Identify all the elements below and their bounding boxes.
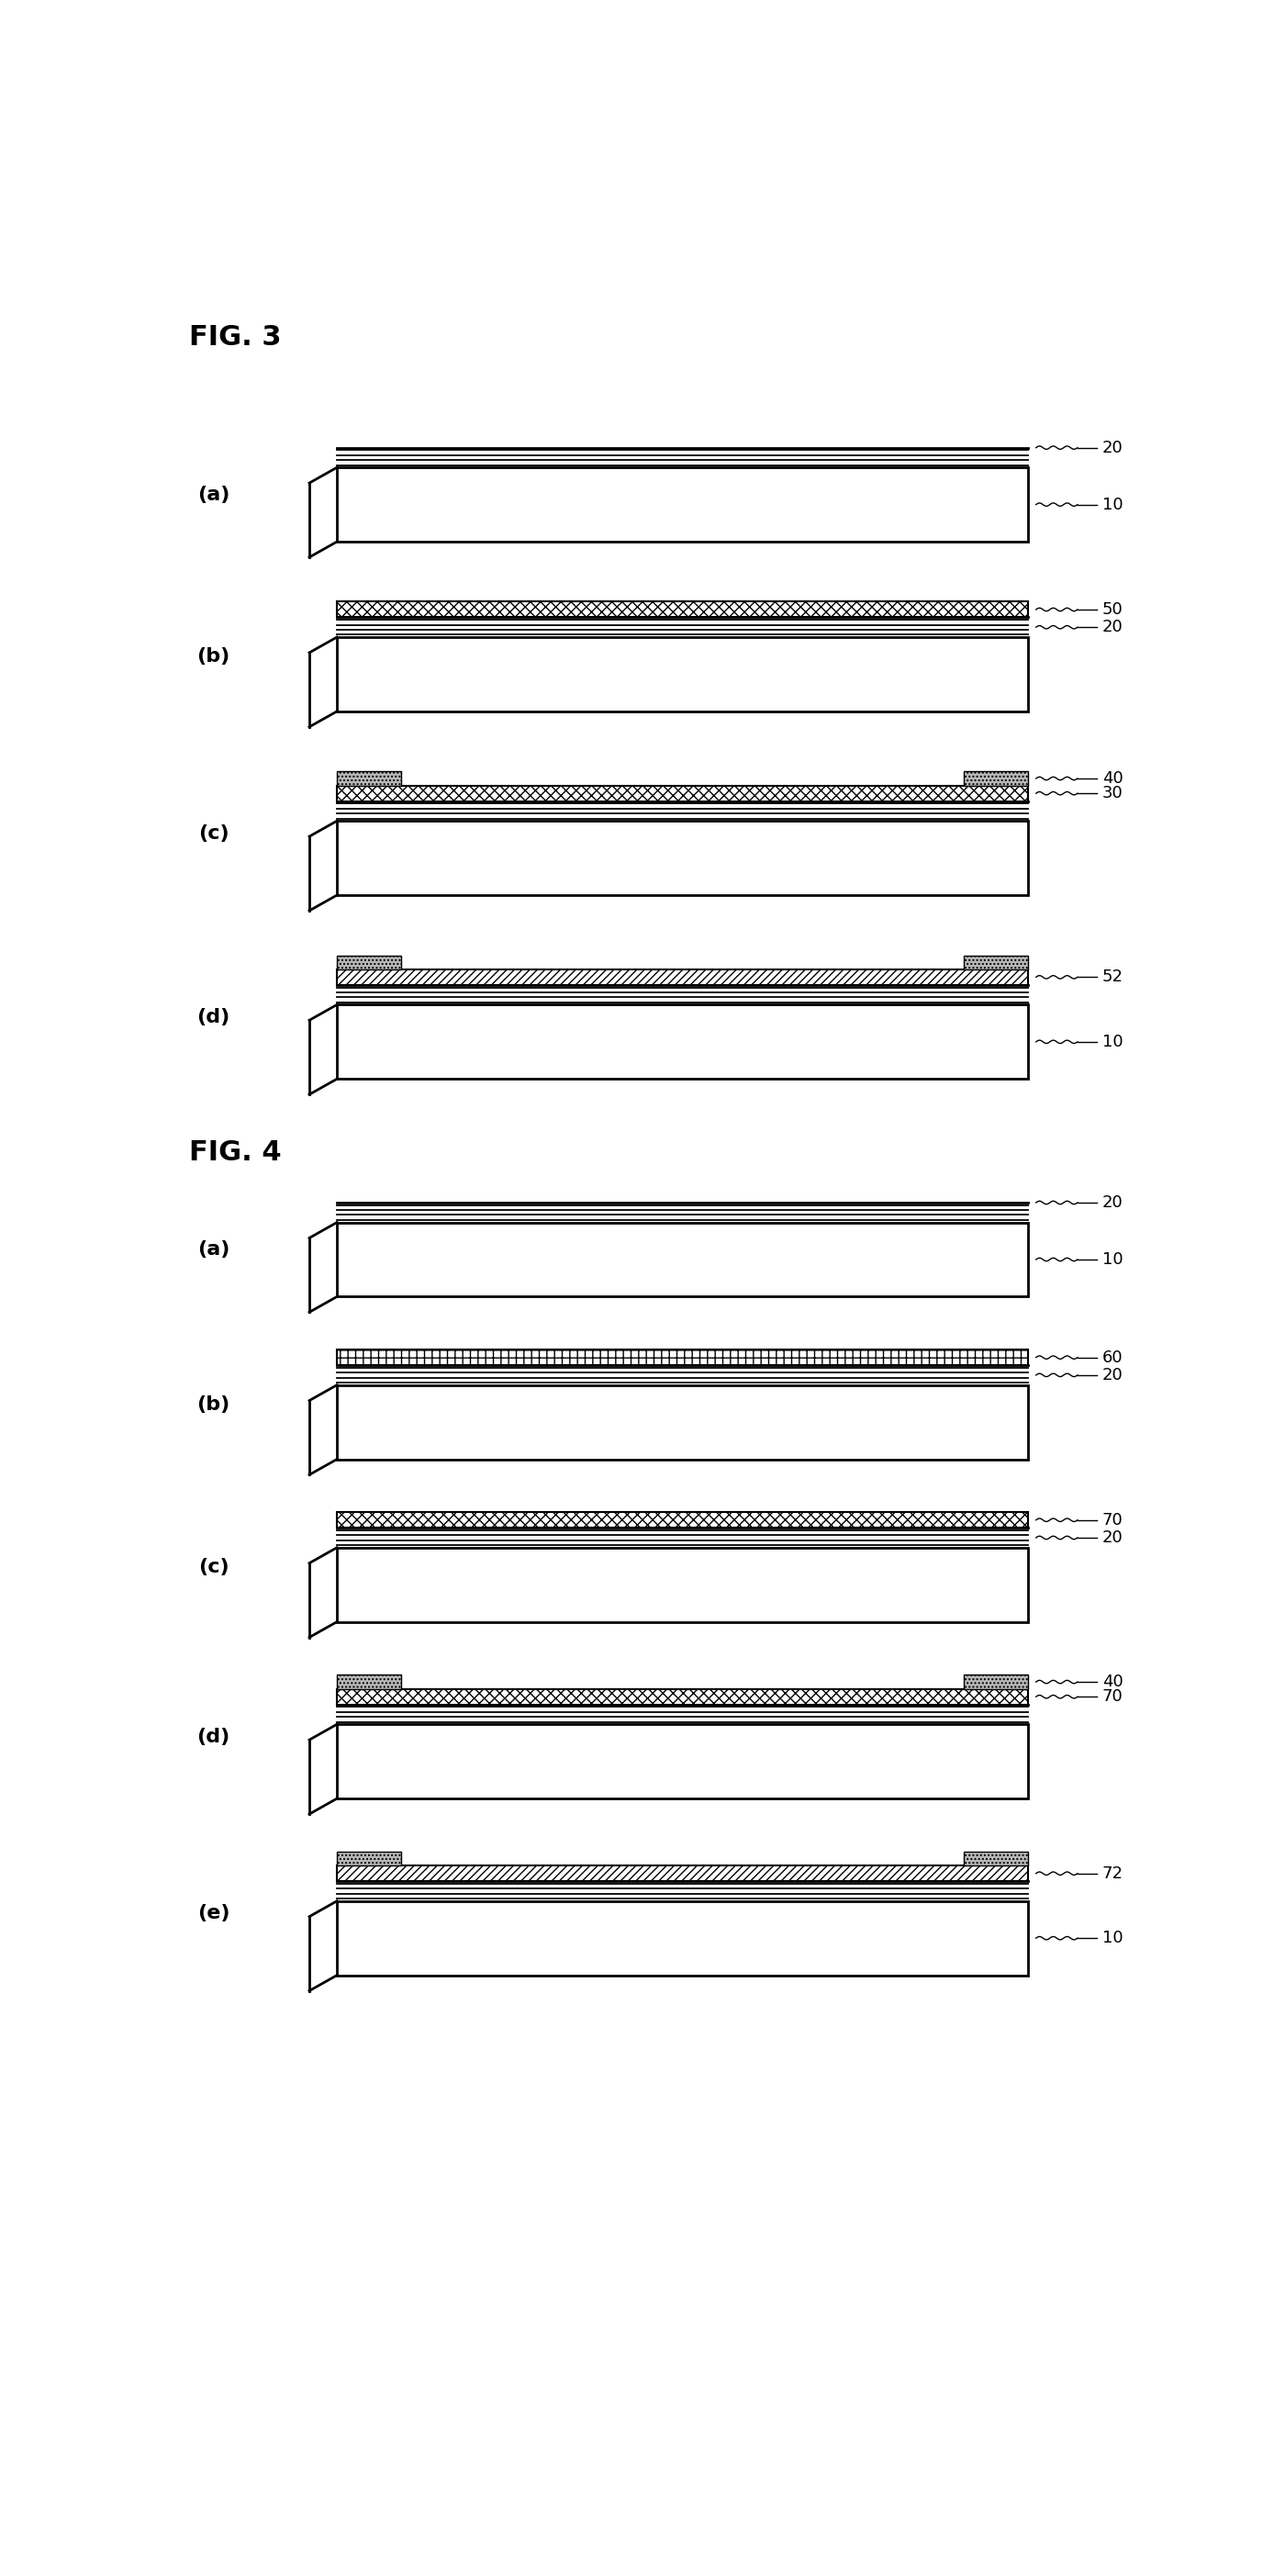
Text: 70: 70 — [1102, 1512, 1124, 1528]
Text: (a): (a) — [197, 1242, 229, 1260]
Bar — [964, 770, 1028, 786]
Text: 20: 20 — [1102, 440, 1124, 456]
Bar — [336, 1224, 1028, 1296]
Bar — [336, 1865, 1028, 1880]
Bar — [336, 969, 1028, 984]
Text: FIG. 3: FIG. 3 — [189, 325, 282, 350]
Text: 10: 10 — [1102, 497, 1122, 513]
Text: 40: 40 — [1102, 770, 1124, 786]
Bar — [336, 603, 1028, 618]
Text: (a): (a) — [197, 484, 229, 505]
Bar — [336, 1512, 1028, 1528]
Text: FIG. 4: FIG. 4 — [189, 1139, 282, 1164]
Bar — [964, 956, 1028, 969]
Text: 10: 10 — [1102, 1252, 1122, 1267]
Bar — [336, 1548, 1028, 1623]
Text: 50: 50 — [1102, 600, 1124, 618]
Text: 30: 30 — [1102, 786, 1124, 801]
Text: (d): (d) — [197, 1728, 231, 1747]
Text: (b): (b) — [197, 1396, 231, 1414]
Bar — [336, 1350, 1028, 1365]
Bar — [336, 1674, 401, 1690]
Text: 20: 20 — [1102, 1530, 1124, 1546]
Bar — [964, 1852, 1028, 1865]
Text: (c): (c) — [199, 824, 229, 842]
Text: 72: 72 — [1102, 1865, 1124, 1880]
Text: (b): (b) — [197, 647, 231, 665]
Text: 70: 70 — [1102, 1687, 1124, 1705]
Text: 52: 52 — [1102, 969, 1124, 987]
Bar — [336, 1852, 401, 1865]
Bar — [964, 1674, 1028, 1690]
Text: 60: 60 — [1102, 1350, 1122, 1365]
Text: 20: 20 — [1102, 1195, 1124, 1211]
Bar — [336, 1723, 1028, 1798]
Bar — [336, 770, 401, 786]
Text: (e): (e) — [197, 1904, 229, 1922]
Bar — [336, 1005, 1028, 1079]
Bar — [336, 786, 1028, 801]
Text: 10: 10 — [1102, 1033, 1122, 1051]
Bar — [336, 1901, 1028, 1976]
Text: 20: 20 — [1102, 618, 1124, 636]
Text: (c): (c) — [199, 1558, 229, 1577]
Bar — [336, 956, 401, 969]
Text: 10: 10 — [1102, 1929, 1122, 1947]
Text: 20: 20 — [1102, 1368, 1124, 1383]
Bar — [336, 1690, 1028, 1705]
Bar — [336, 822, 1028, 894]
Bar — [336, 466, 1028, 541]
Bar — [336, 636, 1028, 711]
Text: (d): (d) — [197, 1007, 231, 1025]
Bar — [336, 1386, 1028, 1458]
Text: 40: 40 — [1102, 1674, 1124, 1690]
